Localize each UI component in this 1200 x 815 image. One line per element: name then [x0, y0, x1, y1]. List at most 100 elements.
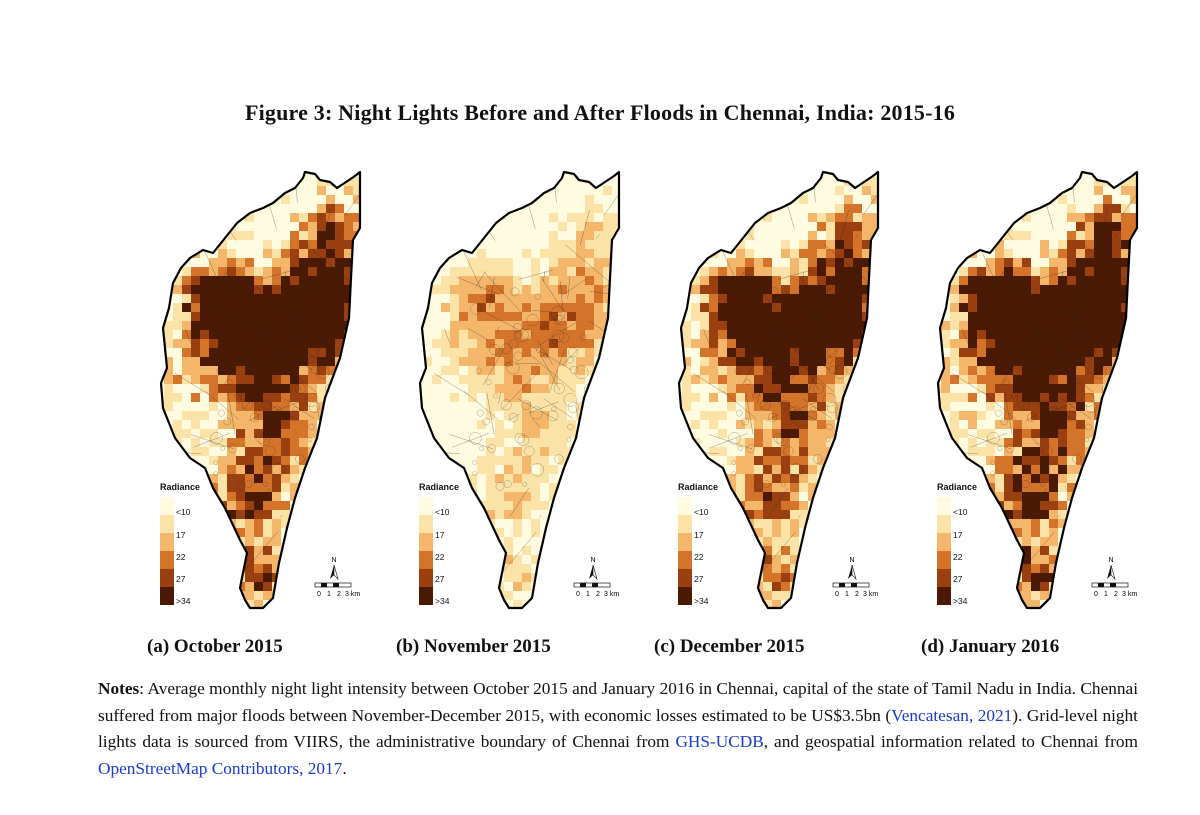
north-arrow-icon [330, 565, 334, 579]
legend-label-27: 27 [176, 574, 186, 584]
citation-link-openstreetmap[interactable]: OpenStreetMap Contributors, 2017 [98, 758, 343, 778]
caption-d: (d) January 2016 [921, 636, 1060, 657]
chennai-map-december-2015 [677, 170, 880, 610]
legend-swatch [419, 569, 433, 587]
legend-swatch [937, 515, 951, 533]
scale-tick-label: 1 [1104, 591, 1108, 598]
legend-swatch [937, 569, 951, 587]
legend-swatch [419, 587, 433, 605]
legend-swatch [678, 551, 692, 569]
north-label: N [849, 557, 854, 564]
notes-text-3: , and geospatial information related to … [763, 732, 1138, 751]
chennai-map-january-2016 [936, 170, 1139, 610]
caption-b: (b) November 2015 [396, 636, 551, 657]
figure-title: Figure 3: Night Lights Before and After … [244, 100, 956, 125]
legend-label-gt34: >34 [694, 596, 709, 606]
legend-swatch [937, 497, 951, 515]
citation-link-ghs-ucdb[interactable]: GHS-UCDB [675, 732, 764, 751]
legend-label-lt10: <10 [176, 507, 191, 517]
scale-tick-label: 3 km [1122, 591, 1137, 598]
legend-label-17: 17 [694, 530, 704, 540]
legend-colorbar [160, 497, 174, 605]
legend-swatch [419, 551, 433, 569]
scale-tick-label: 1 [327, 591, 331, 598]
legend-swatch [937, 533, 951, 551]
legend-label-27: 27 [953, 574, 963, 584]
scale-tick-label: 2 [596, 591, 600, 598]
legend-swatch [160, 569, 174, 587]
scale-tick-label: 1 [845, 591, 849, 598]
legend-swatch [678, 569, 692, 587]
notes-text-1: : Average monthly night light intensity … [98, 679, 1138, 725]
north-arrow-icon-half [1110, 564, 1116, 581]
legend-label-lt10: <10 [435, 507, 450, 517]
scale-tick-label: 3 km [345, 591, 360, 598]
legend-title: Radiance [937, 482, 978, 492]
scale-tick-label: 0 [835, 591, 839, 598]
legend-label-lt10: <10 [953, 507, 968, 517]
caption-a: (a) October 2015 [147, 636, 283, 657]
legend-swatch [419, 497, 433, 515]
caption-c: (c) December 2015 [654, 636, 805, 657]
legend-label-gt34: >34 [176, 596, 191, 606]
legend-swatch [678, 587, 692, 605]
legend-swatch [160, 533, 174, 551]
legend-colorbar [937, 497, 951, 605]
legend-label-17: 17 [953, 530, 963, 540]
north-arrow-icon-half [592, 564, 598, 581]
legend-swatch [937, 587, 951, 605]
north-arrow-scale: N 0 1 2 3 km [832, 557, 878, 598]
legend-swatch [419, 533, 433, 551]
legend-swatch [160, 515, 174, 533]
legend-label-27: 27 [694, 574, 704, 584]
legend-colorbar [419, 497, 433, 605]
legend-title: Radiance [419, 482, 460, 492]
scale-tick-label: 3 km [863, 591, 878, 598]
scale-tick-label: 2 [337, 591, 341, 598]
legend-title: Radiance [678, 482, 719, 492]
legend-swatch [678, 533, 692, 551]
legend-colorbar [678, 497, 692, 605]
legend-label-17: 17 [176, 530, 186, 540]
legend-label-22: 22 [953, 552, 963, 562]
scale-tick-label: 0 [317, 591, 321, 598]
scale-tick-label: 1 [586, 591, 590, 598]
legend-swatch [160, 587, 174, 605]
scale-tick-label: 3 km [604, 591, 619, 598]
chennai-map-october-2015 [159, 170, 362, 610]
north-arrow-icon-half [333, 564, 339, 581]
north-arrow-icon [589, 565, 593, 579]
north-label: N [1108, 557, 1113, 564]
scale-tick-label: 0 [1094, 591, 1098, 598]
legend-label-22: 22 [694, 552, 704, 562]
scale-tick-label: 2 [855, 591, 859, 598]
north-arrow-scale: N 0 1 2 3 km [314, 557, 360, 598]
notes-text-4: . [342, 758, 347, 778]
north-arrow-icon [848, 565, 852, 579]
scale-tick-label: 0 [576, 591, 580, 598]
citation-link-vencatesan[interactable]: Vencatesan, 2021 [891, 705, 1013, 725]
scale-tick-label: 2 [1114, 591, 1118, 598]
notes-label: Notes [98, 679, 140, 698]
figure-notes: Notes: Average monthly night light inten… [98, 676, 1138, 782]
legend-swatch [678, 515, 692, 533]
legend-swatch [160, 551, 174, 569]
notes-text-2: ). Grid-level night lights data is sourc… [98, 705, 1138, 752]
legend-label-22: 22 [435, 552, 445, 562]
legend-swatch [419, 515, 433, 533]
north-arrow-icon-half [851, 564, 857, 581]
legend-label-lt10: <10 [694, 507, 709, 517]
north-label: N [590, 557, 595, 564]
north-arrow-icon [1107, 565, 1111, 579]
legend-swatch [937, 551, 951, 569]
legend-label-gt34: >34 [435, 596, 450, 606]
north-arrow-scale: N 0 1 2 3 km [573, 557, 619, 598]
chennai-map-november-2015 [418, 170, 621, 610]
